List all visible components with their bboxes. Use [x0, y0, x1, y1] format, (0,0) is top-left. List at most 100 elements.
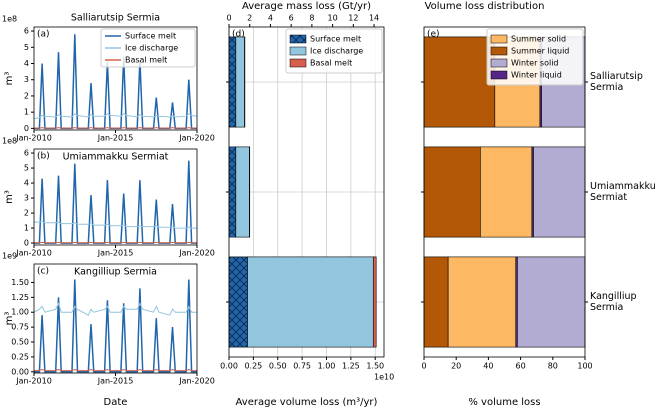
- y-tick-label: 1: [24, 108, 29, 117]
- y-tick-label: 3: [24, 75, 29, 84]
- y-tick-label: 1.50: [11, 278, 29, 287]
- y-tick-label: 3: [24, 194, 29, 203]
- y-tick-label: 5: [24, 164, 29, 173]
- y-tick-label: 6: [24, 27, 29, 36]
- x2-axis-label: Average mass loss (Gt/yr): [242, 1, 371, 12]
- legend-label: Basal melt: [125, 56, 167, 65]
- y-tick-label: 0.00: [11, 367, 29, 376]
- legend-label: Summer liquid: [511, 47, 569, 56]
- panel-label: (d): [232, 30, 245, 40]
- plot-frame: [33, 148, 198, 246]
- y-axis-label: m³: [4, 312, 15, 326]
- bar-segment: [423, 146, 481, 238]
- series-line: [34, 279, 197, 373]
- x-tick-label: 0.00: [220, 362, 238, 371]
- bar-segment: [447, 256, 517, 348]
- x-tick-label: 1.25: [342, 362, 360, 371]
- y-tick-label: 4: [24, 179, 29, 188]
- x-axis-label: Average volume loss (m³/yr): [236, 397, 378, 408]
- legend: Surface melt Ice discharge Basal melt: [285, 28, 383, 74]
- legend-label: Basal melt: [310, 59, 352, 68]
- x-tick-label: 100: [577, 362, 592, 371]
- x-tick-label: Jan-2015: [97, 134, 134, 143]
- x-tick-label: 0.25: [244, 362, 262, 371]
- panel-label: (e): [427, 30, 440, 40]
- x-axis-label: Date: [104, 397, 128, 408]
- legend-box: [100, 28, 196, 68]
- series-line: [33, 301, 197, 316]
- x-tick-label: 20: [451, 362, 461, 371]
- legend-swatch: [490, 58, 508, 68]
- legend-label: Winter solid: [511, 59, 559, 68]
- x-tick-label: 0.50: [269, 362, 287, 371]
- x2-tick-label: 10: [328, 14, 338, 23]
- y-tick-label: 0: [24, 124, 29, 133]
- series-line: [34, 127, 197, 129]
- bar-segment: [423, 256, 449, 348]
- x-tick-label: 60: [516, 362, 526, 371]
- x-tick-label: 0.75: [293, 362, 311, 371]
- x-tick-label: Jan-2015: [97, 249, 134, 258]
- legend-swatch: [289, 46, 307, 56]
- legend-label: Surface melt: [310, 35, 361, 44]
- panel-label: (a): [37, 30, 50, 40]
- series-line: [34, 160, 197, 244]
- y-tick-label: 0.25: [11, 352, 29, 361]
- x2-tick-label: 12: [348, 14, 358, 23]
- bar-segment: [228, 256, 248, 348]
- x-tick-label: Jan-2020: [178, 134, 215, 143]
- panel-label: (b): [37, 152, 50, 162]
- bar-segment: [480, 146, 533, 238]
- legend: Summer solid Summer liquid Winter solid Win…: [486, 28, 584, 86]
- legend-box: [285, 28, 383, 74]
- x-tick-label: 1.50: [366, 362, 384, 371]
- x-tick-label: Jan-2010: [15, 249, 52, 258]
- y-tick-label: 1: [24, 224, 29, 233]
- x-tick-label: Jan-2010: [15, 377, 52, 386]
- y-tick-label: 0.50: [11, 338, 29, 347]
- x2-tick-label: 14: [369, 14, 379, 23]
- legend-label: Ice discharge: [125, 44, 178, 53]
- legend-swatch: [490, 70, 508, 80]
- x2-tick-label: 0: [226, 14, 231, 23]
- bar-segment: [228, 146, 237, 238]
- legend: Surface melt Ice discharge Basal melt: [100, 28, 196, 68]
- panel-label: (c): [37, 267, 49, 277]
- legend-swatch: [289, 34, 307, 44]
- series-line: [33, 113, 198, 120]
- panel-title: Salliarutsip Sermia: [71, 13, 160, 24]
- bar-segment: [235, 36, 245, 128]
- y-axis-label: m³: [4, 190, 15, 204]
- x2-tick-label: 6: [289, 14, 294, 23]
- x-tick-label: 0: [421, 362, 426, 371]
- category-label: Salliarutsip Sermia: [590, 71, 643, 93]
- legend-label: Surface melt: [125, 32, 176, 41]
- x-tick-label: 40: [483, 362, 493, 371]
- y-tick-label: 2: [24, 91, 29, 100]
- x-tick-label: Jan-2015: [97, 377, 134, 386]
- y-tick-label: 0: [24, 239, 29, 248]
- panel-title: Kangilliup Sermia: [74, 267, 157, 278]
- x-tick-label: 80: [548, 362, 558, 371]
- y-tick-label: 5: [24, 43, 29, 52]
- bar-segment: [235, 146, 250, 238]
- y-tick-label: 1.00: [11, 308, 29, 317]
- panel-title: Umiammakku Sermiat: [63, 152, 169, 163]
- plot-frame: [33, 263, 198, 374]
- x2-tick-label: 4: [268, 14, 273, 23]
- legend-swatch: [289, 58, 307, 68]
- series-line: [34, 220, 197, 229]
- bar-segment: [228, 36, 237, 128]
- y-tick-label: 4: [24, 59, 29, 68]
- category-label: Umiammakku Sermiat: [590, 181, 656, 203]
- legend-label: Ice discharge: [310, 47, 363, 56]
- offset-label: 1e9: [2, 252, 17, 261]
- legend-label: Summer solid: [511, 35, 566, 44]
- x-tick-label: Jan-2020: [178, 377, 215, 386]
- y-tick-label: 6: [24, 149, 29, 158]
- legend-swatch: [490, 46, 508, 56]
- offset-label: 1e8: [2, 137, 17, 146]
- y-tick-label: 2: [24, 209, 29, 218]
- legend-box: [486, 28, 584, 86]
